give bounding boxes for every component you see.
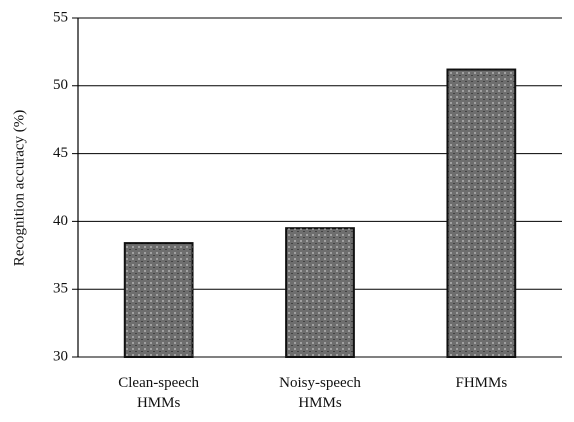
bar-texture	[124, 243, 193, 357]
y-tick-label: 35	[53, 281, 68, 297]
y-tick-label: 30	[53, 348, 68, 364]
y-axis-label: Recognition accuracy (%)	[11, 110, 27, 267]
y-tick-label: 45	[53, 145, 68, 161]
bar-texture	[447, 69, 516, 357]
bar-texture	[286, 228, 354, 357]
x-tick-label: Clean-speech HMMs	[118, 375, 200, 411]
y-tick-label: 50	[53, 77, 68, 93]
y-tick-label: 55	[53, 9, 68, 25]
x-tick-label: FHMMs	[455, 375, 508, 391]
x-tick-label: Noisy-speech HMMs	[279, 375, 361, 411]
y-tick-label: 40	[53, 213, 68, 229]
